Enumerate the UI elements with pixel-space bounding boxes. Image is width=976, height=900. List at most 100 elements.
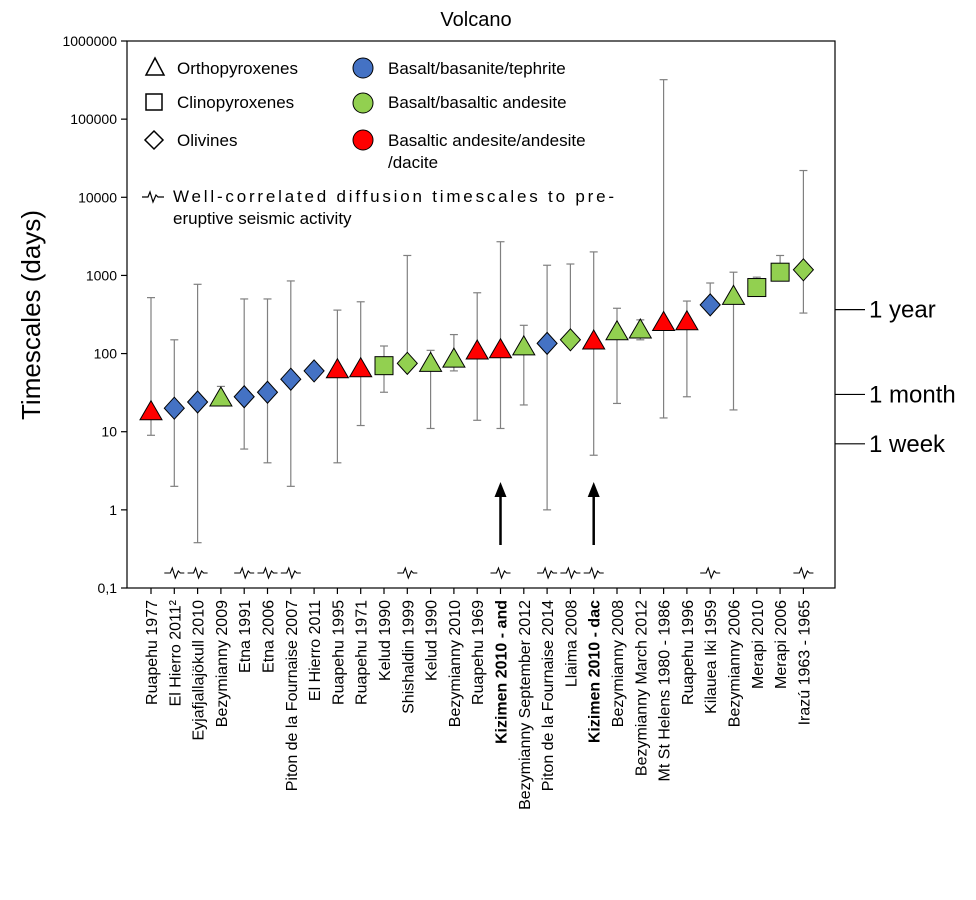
x-tick-label: Piton de la Fournaise 2007 bbox=[284, 600, 301, 791]
orthopyroxene-marker bbox=[139, 399, 163, 421]
reference-label: 1 year bbox=[869, 297, 936, 324]
plot-frame bbox=[126, 40, 836, 589]
y-tick-label: 1 bbox=[109, 502, 117, 518]
clinopyroxene-marker bbox=[747, 278, 767, 298]
y-tick-label: 10000 bbox=[78, 189, 117, 205]
x-tick-label: Ruapehu 1969 bbox=[470, 600, 487, 705]
legend-color-label: /dacite bbox=[388, 153, 438, 172]
x-tick-label: Bezymianny 2006 bbox=[727, 600, 744, 727]
legend-seismic-label: eruptive seismic activity bbox=[173, 209, 352, 228]
x-tick-label: Bezymianny 2008 bbox=[610, 600, 627, 727]
olivine-marker bbox=[396, 351, 418, 376]
seismic-marker bbox=[560, 566, 581, 580]
y-tick-label: 100000 bbox=[70, 111, 117, 127]
olivine-marker bbox=[536, 331, 558, 356]
orthopyroxene-marker bbox=[418, 351, 443, 372]
chart-title: Volcano bbox=[440, 9, 511, 31]
seismic-marker bbox=[793, 566, 814, 580]
x-tick-label: Ruapehu 1971 bbox=[354, 600, 371, 705]
x-tick-label: Merapi 2006 bbox=[773, 600, 790, 689]
y-tick-label: 10 bbox=[101, 424, 117, 440]
x-tick-label: Irazú 1963 - 1965 bbox=[796, 600, 813, 726]
y-tick-label: 1000000 bbox=[62, 33, 117, 49]
orthopyroxene-marker bbox=[442, 347, 466, 368]
legend: Orthopyroxenes Clinopyroxenes Olivines B… bbox=[142, 56, 614, 228]
legend-seismic-icon bbox=[142, 190, 164, 204]
y-axis-label: Timescales (days) bbox=[16, 210, 46, 420]
x-tick-label: El Hierro 2011² bbox=[167, 599, 184, 706]
seismic-marker bbox=[234, 566, 255, 580]
x-tick-labels: Ruapehu 1977 El Hierro 2011² Eyjafjallajök… bbox=[144, 599, 813, 810]
x-tick-label: Ruapehu 1977 bbox=[144, 600, 161, 705]
seismic-marker bbox=[700, 566, 721, 580]
orthopyroxene-marker bbox=[721, 284, 746, 305]
orthopyroxene-marker bbox=[628, 318, 653, 339]
legend-shape-label: Clinopyroxenes bbox=[177, 93, 294, 112]
orthopyroxene-marker bbox=[209, 386, 233, 407]
legend-color-label: Basalt/basanite/tephrite bbox=[388, 59, 566, 78]
axes bbox=[121, 40, 836, 594]
olivine-marker bbox=[559, 328, 582, 352]
x-tick-label: Kizimen 2010 - dac bbox=[587, 600, 604, 743]
highlight-arrow-head bbox=[587, 482, 600, 497]
legend-green-circle-icon bbox=[352, 92, 374, 114]
olivine-marker bbox=[233, 385, 255, 409]
orthopyroxene-marker bbox=[325, 357, 350, 379]
highlight-arrows bbox=[494, 482, 600, 545]
seismic-marker bbox=[187, 566, 208, 580]
x-tick-label: Kizimen 2010 - and bbox=[494, 600, 511, 744]
olivine-marker bbox=[256, 380, 279, 404]
x-tick-label: Mt St Helens 1980 - 1986 bbox=[657, 600, 674, 782]
legend-diamond-icon bbox=[143, 129, 165, 151]
clinopyroxene-marker bbox=[374, 356, 394, 376]
x-tick-label: Ruapehu 1995 bbox=[330, 600, 347, 705]
olivine-marker bbox=[699, 293, 721, 317]
y-tick-label: 1000 bbox=[86, 267, 117, 283]
y-tick-label: 0,1 bbox=[98, 580, 118, 596]
x-tick-label: Kelud 1990 bbox=[424, 600, 441, 681]
olivine-marker bbox=[792, 258, 815, 282]
x-tick-label: Bezymianny September 2012 bbox=[517, 600, 534, 810]
legend-shape-label: Orthopyroxenes bbox=[177, 59, 298, 78]
orthopyroxene-marker bbox=[511, 334, 536, 356]
orthopyroxene-marker bbox=[348, 356, 373, 378]
clinopyroxene-marker bbox=[770, 262, 790, 282]
seismic-marker bbox=[537, 566, 558, 580]
x-tick-label: Merapi 2010 bbox=[750, 600, 767, 689]
olivine-marker bbox=[186, 390, 209, 414]
legend-color-label: Basaltic andesite/andesite bbox=[388, 131, 586, 150]
seismic-marker bbox=[280, 566, 301, 580]
legend-square-icon bbox=[145, 93, 163, 111]
x-tick-label: Ruapehu 1996 bbox=[680, 600, 697, 705]
seismic-marker bbox=[164, 566, 185, 580]
orthopyroxene-marker bbox=[581, 328, 606, 350]
olivine-marker bbox=[163, 396, 185, 420]
seismic-marker bbox=[257, 566, 278, 580]
reference-label: 1 week bbox=[869, 431, 946, 458]
x-tick-label: Bezymianny March 2012 bbox=[633, 600, 650, 776]
reference-lines: 1 year 1 month 1 week bbox=[835, 297, 956, 458]
y-tick-labels: 0,1 1 10 100 1000 10000 100000 1000000 bbox=[62, 33, 117, 596]
orthopyroxene-marker bbox=[465, 338, 490, 360]
seismic-marker bbox=[490, 566, 511, 580]
seismic-marker bbox=[397, 566, 418, 580]
x-tick-label: Bezymianny 2009 bbox=[214, 600, 231, 727]
orthopyroxene-marker bbox=[675, 309, 699, 331]
olivine-marker bbox=[303, 359, 325, 383]
data-markers bbox=[139, 258, 815, 421]
seismic-marker bbox=[583, 566, 604, 580]
x-tick-label: Kelud 1990 bbox=[377, 600, 394, 681]
x-tick-label: El Hierro 2011 bbox=[307, 600, 324, 701]
legend-red-circle-icon bbox=[352, 129, 374, 151]
orthopyroxene-marker bbox=[605, 319, 629, 341]
legend-seismic-label: Well-correlated diffusion timescales to … bbox=[173, 187, 614, 206]
x-tick-label: Eyjafjallajökull 2010 bbox=[191, 600, 208, 741]
x-tick-label: Llaima 2008 bbox=[563, 600, 580, 687]
x-tick-label: Kilauea Iki 1959 bbox=[703, 600, 720, 714]
y-tick-label: 100 bbox=[94, 346, 118, 362]
orthopyroxene-marker bbox=[488, 337, 513, 359]
legend-color-label: Basalt/basaltic andesite bbox=[388, 93, 567, 112]
x-tick-label: Piton de la Fournaise 2014 bbox=[540, 600, 557, 791]
x-tick-label: Etna 2006 bbox=[261, 600, 278, 673]
legend-shape-label: Olivines bbox=[177, 131, 237, 150]
